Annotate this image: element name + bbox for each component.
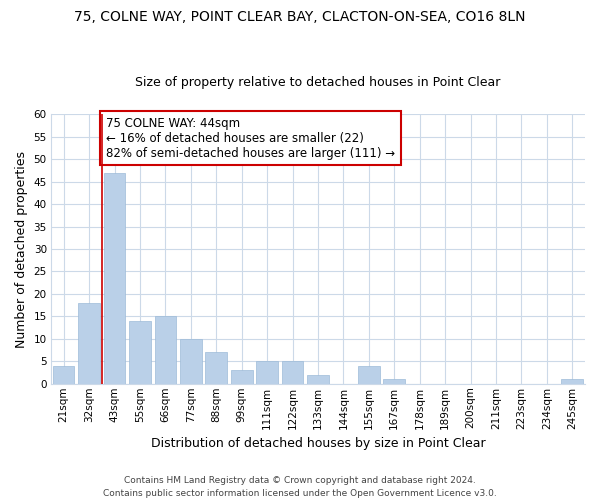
Text: Contains HM Land Registry data © Crown copyright and database right 2024.
Contai: Contains HM Land Registry data © Crown c… (103, 476, 497, 498)
Title: Size of property relative to detached houses in Point Clear: Size of property relative to detached ho… (135, 76, 500, 90)
X-axis label: Distribution of detached houses by size in Point Clear: Distribution of detached houses by size … (151, 437, 485, 450)
Bar (53, 366, 74, 384)
Bar (358, 366, 380, 384)
Text: 75, COLNE WAY, POINT CLEAR BAY, CLACTON-ON-SEA, CO16 8LN: 75, COLNE WAY, POINT CLEAR BAY, CLACTON-… (74, 10, 526, 24)
Bar (307, 375, 329, 384)
Bar (231, 370, 253, 384)
Bar (180, 339, 202, 384)
Bar (256, 362, 278, 384)
Bar (104, 172, 125, 384)
Bar (129, 321, 151, 384)
Bar (155, 316, 176, 384)
Bar (79, 303, 100, 384)
Text: 75 COLNE WAY: 44sqm
← 16% of detached houses are smaller (22)
82% of semi-detach: 75 COLNE WAY: 44sqm ← 16% of detached ho… (106, 116, 395, 160)
Bar (562, 380, 583, 384)
Bar (282, 362, 304, 384)
Bar (383, 380, 405, 384)
Y-axis label: Number of detached properties: Number of detached properties (15, 150, 28, 348)
Bar (205, 352, 227, 384)
